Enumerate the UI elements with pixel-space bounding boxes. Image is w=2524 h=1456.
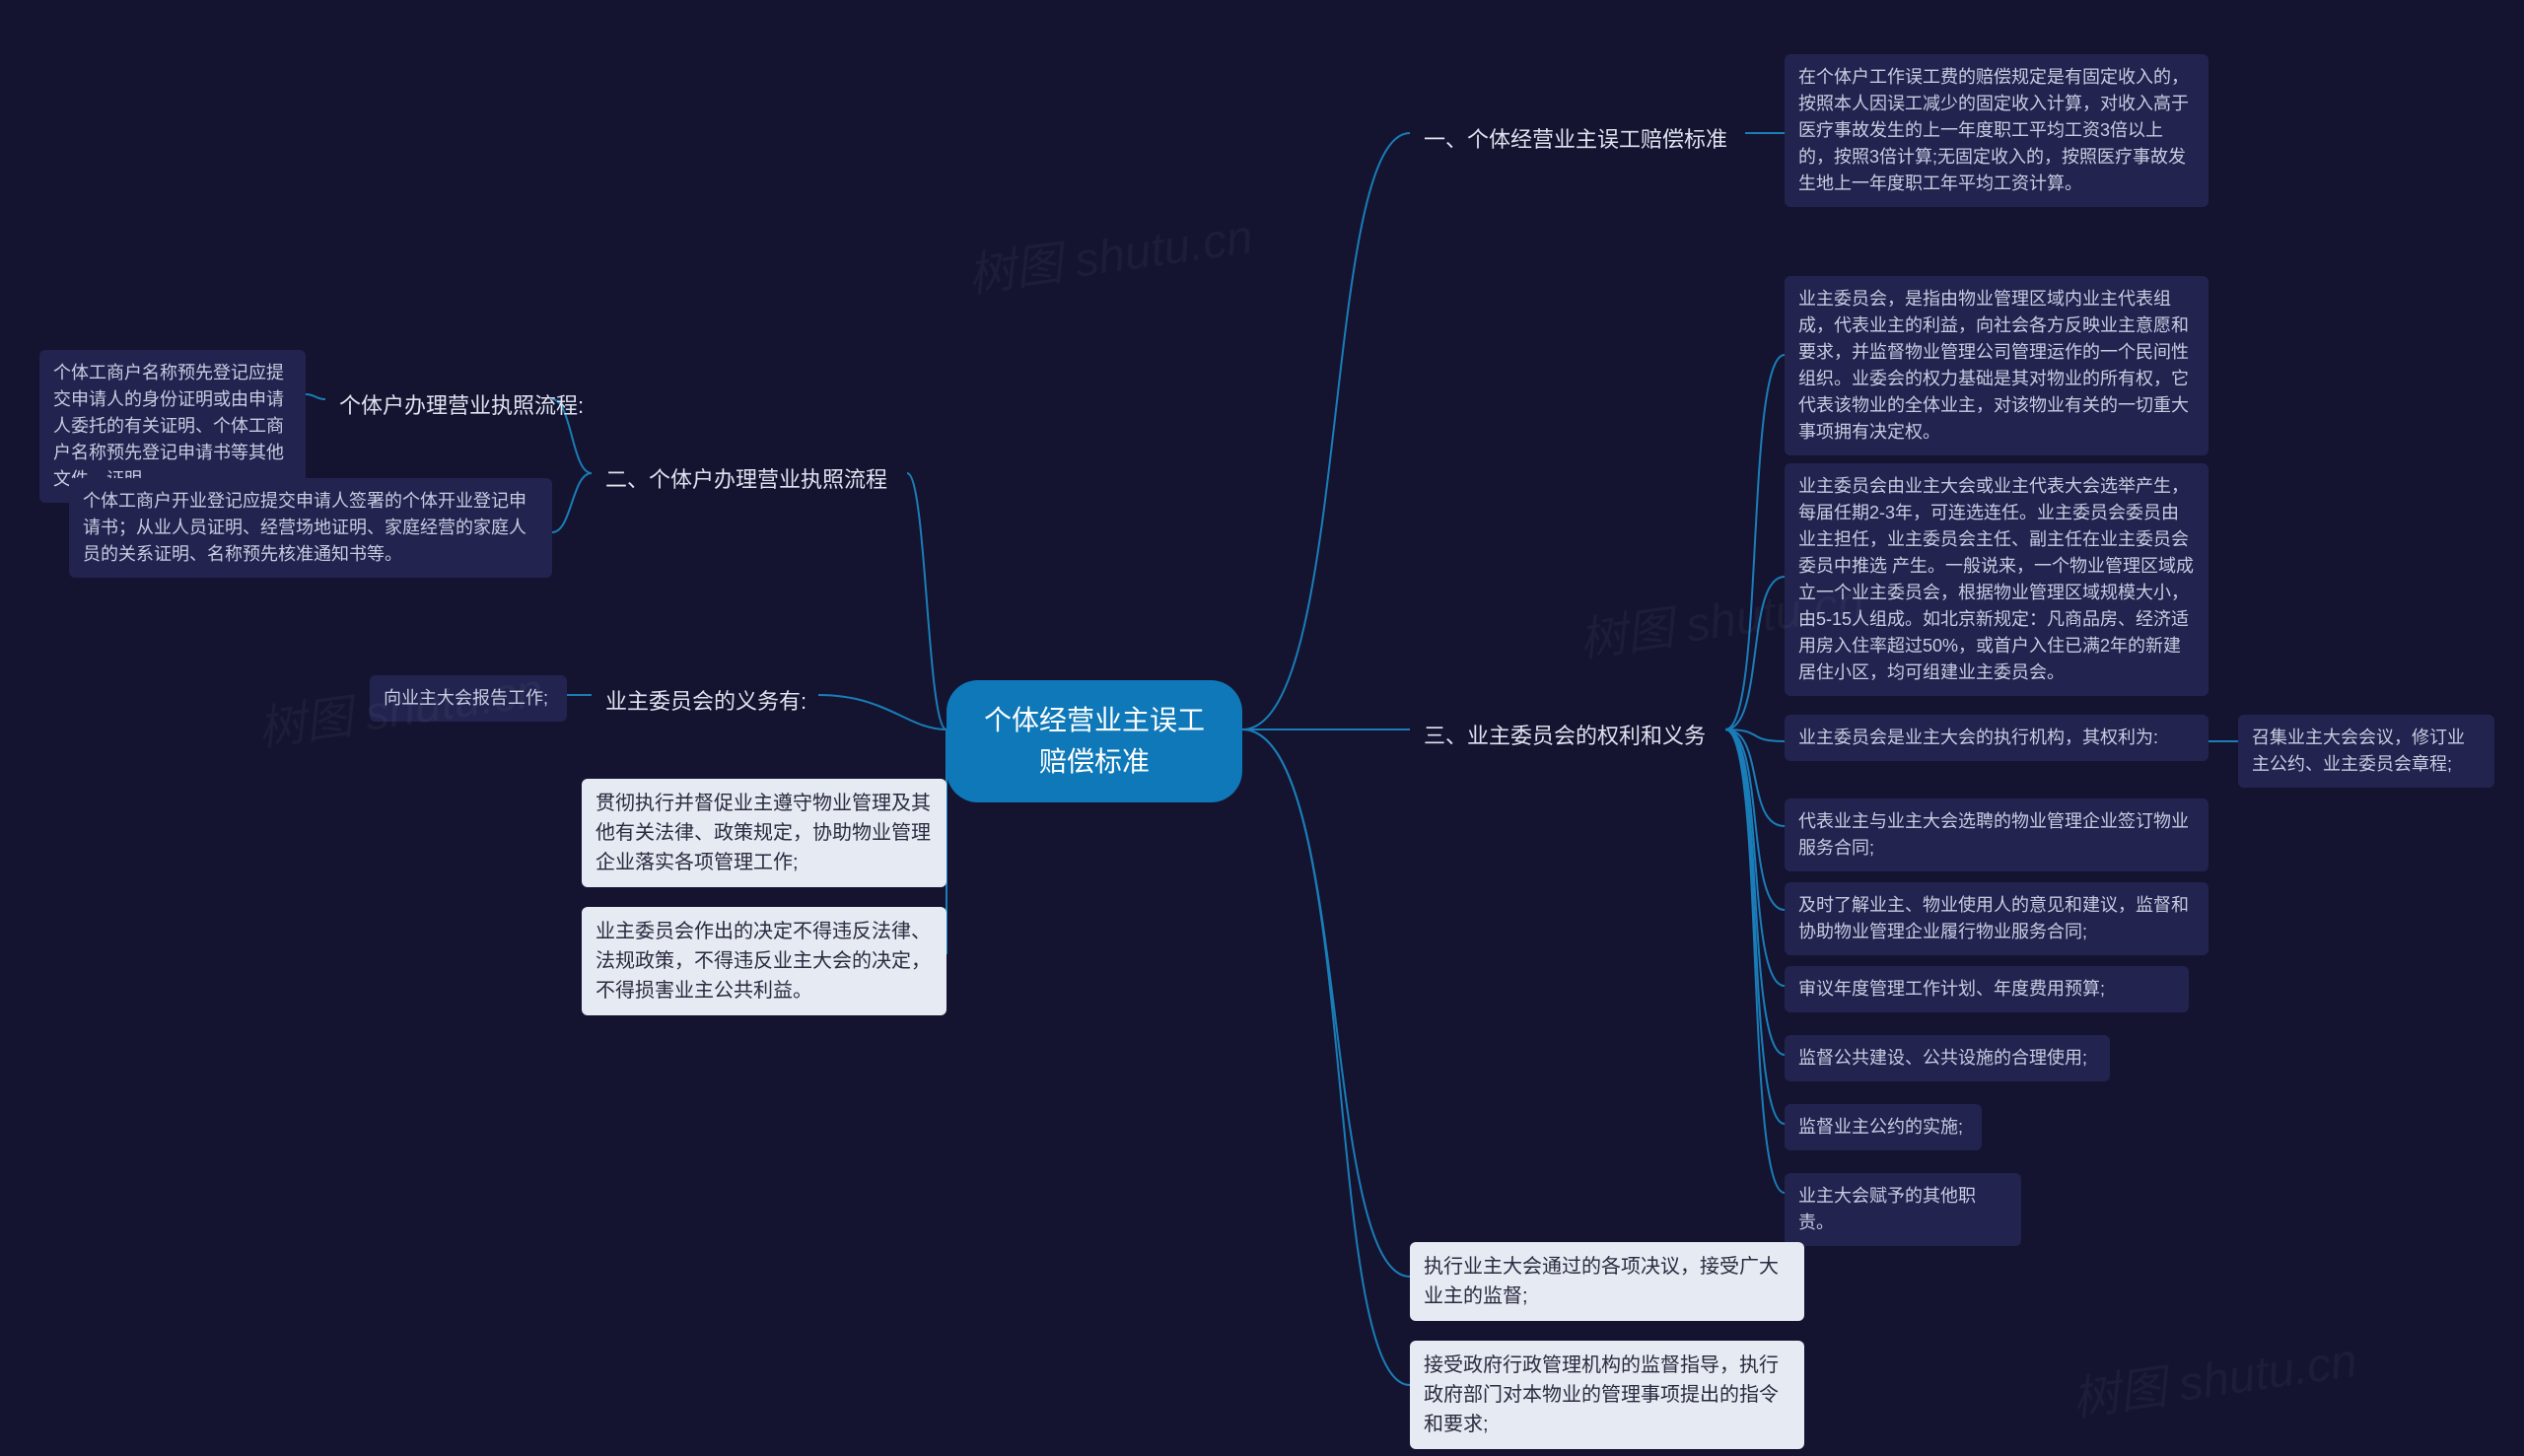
branch-3-child-3: 业主委员会是业主大会的执行机构，其权利为: [1785, 715, 2208, 761]
leaf-text: 执行业主大会通过的各项决议，接受广大业主的监督; [1424, 1256, 1779, 1307]
leaf-text: 业主委员会由业主大会或业主代表大会选举产生，每届任期2-3年，可连选连任。业主委… [1798, 476, 2194, 682]
branch-1: 一、个体经营业主误工赔偿标准 [1410, 113, 1741, 166]
leaf-text: 业主委员会，是指由物业管理区域内业主代表组成，代表业主的利益，向社会各方反映业主… [1798, 289, 2189, 442]
watermark: 树图 shutu.cn [963, 197, 1257, 306]
leaf-text: 监督公共建设、公共设施的合理使用; [1798, 1048, 2087, 1068]
leaf-text: 个体户办理营业执照流程: [339, 393, 584, 418]
leaf-text: 召集业主大会会议，修订业主公约、业主委员会章程; [2252, 728, 2465, 774]
leaf-text: 个体工商户名称预先登记应提交申请人的身份证明或由申请人委托的有关证明、个体工商户… [53, 363, 284, 489]
branch-3-child-4: 代表业主与业主大会选聘的物业管理企业签订物业服务合同; [1785, 798, 2208, 871]
leaf-text: 业主大会赋予的其他职责。 [1798, 1186, 1976, 1232]
leaf-text: 监督业主公约的实施; [1798, 1117, 1963, 1137]
branch-3-child-5: 及时了解业主、物业使用人的意见和建议，监督和协助物业管理企业履行物业服务合同; [1785, 882, 2208, 955]
branch-8: 接受政府行政管理机构的监督指导，执行政府部门对本物业的管理事项提出的指令和要求; [1410, 1341, 1804, 1449]
branch-4-label: 业主委员会的义务有: [605, 689, 806, 714]
branch-2-child-2: 个体工商户开业登记应提交申请人签署的个体开业登记申请书；从业人员证明、经营场地证… [69, 478, 552, 578]
root-label: 个体经营业主误工赔偿标准 [984, 705, 1205, 777]
branch-1-label: 一、个体经营业主误工赔偿标准 [1424, 127, 1727, 152]
leaf-text: 及时了解业主、物业使用人的意见和建议，监督和协助物业管理企业履行物业服务合同; [1798, 895, 2189, 941]
branch-2-child-1: 个体户办理营业执照流程: [325, 380, 597, 432]
leaf-text: 个体工商户开业登记应提交申请人签署的个体开业登记申请书；从业人员证明、经营场地证… [83, 491, 526, 564]
leaf-text: 在个体户工作误工费的赔偿规定是有固定收入的，按照本人因误工减少的固定收入计算，对… [1798, 67, 2189, 193]
branch-3-child-1: 业主委员会，是指由物业管理区域内业主代表组成，代表业主的利益，向社会各方反映业主… [1785, 276, 2208, 455]
branch-3: 三、业主委员会的权利和义务 [1410, 710, 1719, 762]
branch-3-child-8: 监督业主公约的实施; [1785, 1104, 1982, 1150]
branch-3-child-9: 业主大会赋予的其他职责。 [1785, 1173, 2021, 1246]
leaf-text: 业主委员会作出的决定不得违反法律、法规政策，不得违反业主大会的决定，不得损害业主… [596, 921, 931, 1002]
leaf-text: 审议年度管理工作计划、年度费用预算; [1798, 979, 2105, 999]
branch-2: 二、个体户办理营业执照流程 [592, 453, 901, 506]
leaf-text: 向业主大会报告工作; [384, 688, 548, 708]
branch-3-child-6: 审议年度管理工作计划、年度费用预算; [1785, 966, 2189, 1012]
watermark: 树图 shutu.cn [2068, 1321, 2361, 1429]
branch-2-label: 二、个体户办理营业执照流程 [605, 467, 887, 492]
branch-1-child-1: 在个体户工作误工费的赔偿规定是有固定收入的，按照本人因误工减少的固定收入计算，对… [1785, 54, 2208, 207]
branch-6: 业主委员会作出的决定不得违反法律、法规政策，不得违反业主大会的决定，不得损害业主… [582, 907, 946, 1015]
branch-3-child-2: 业主委员会由业主大会或业主代表大会选举产生，每届任期2-3年，可连选连任。业主委… [1785, 463, 2208, 696]
branch-4-child-1: 向业主大会报告工作; [370, 675, 567, 722]
leaf-text: 接受政府行政管理机构的监督指导，执行政府部门对本物业的管理事项提出的指令和要求; [1424, 1354, 1779, 1435]
branch-3-child-7: 监督公共建设、公共设施的合理使用; [1785, 1035, 2110, 1081]
leaf-text: 代表业主与业主大会选聘的物业管理企业签订物业服务合同; [1798, 811, 2189, 858]
branch-5: 贯彻执行并督促业主遵守物业管理及其他有关法律、政策规定，协助物业管理企业落实各项… [582, 779, 946, 887]
branch-4: 业主委员会的义务有: [592, 675, 820, 728]
leaf-text: 贯彻执行并督促业主遵守物业管理及其他有关法律、政策规定，协助物业管理企业落实各项… [596, 793, 931, 873]
branch-3-child-3a: 召集业主大会会议，修订业主公约、业主委员会章程; [2238, 715, 2494, 788]
root-node: 个体经营业主误工赔偿标准 [946, 680, 1242, 802]
leaf-text: 业主委员会是业主大会的执行机构，其权利为: [1798, 728, 2158, 747]
branch-3-label: 三、业主委员会的权利和义务 [1424, 724, 1706, 748]
branch-7: 执行业主大会通过的各项决议，接受广大业主的监督; [1410, 1242, 1804, 1321]
